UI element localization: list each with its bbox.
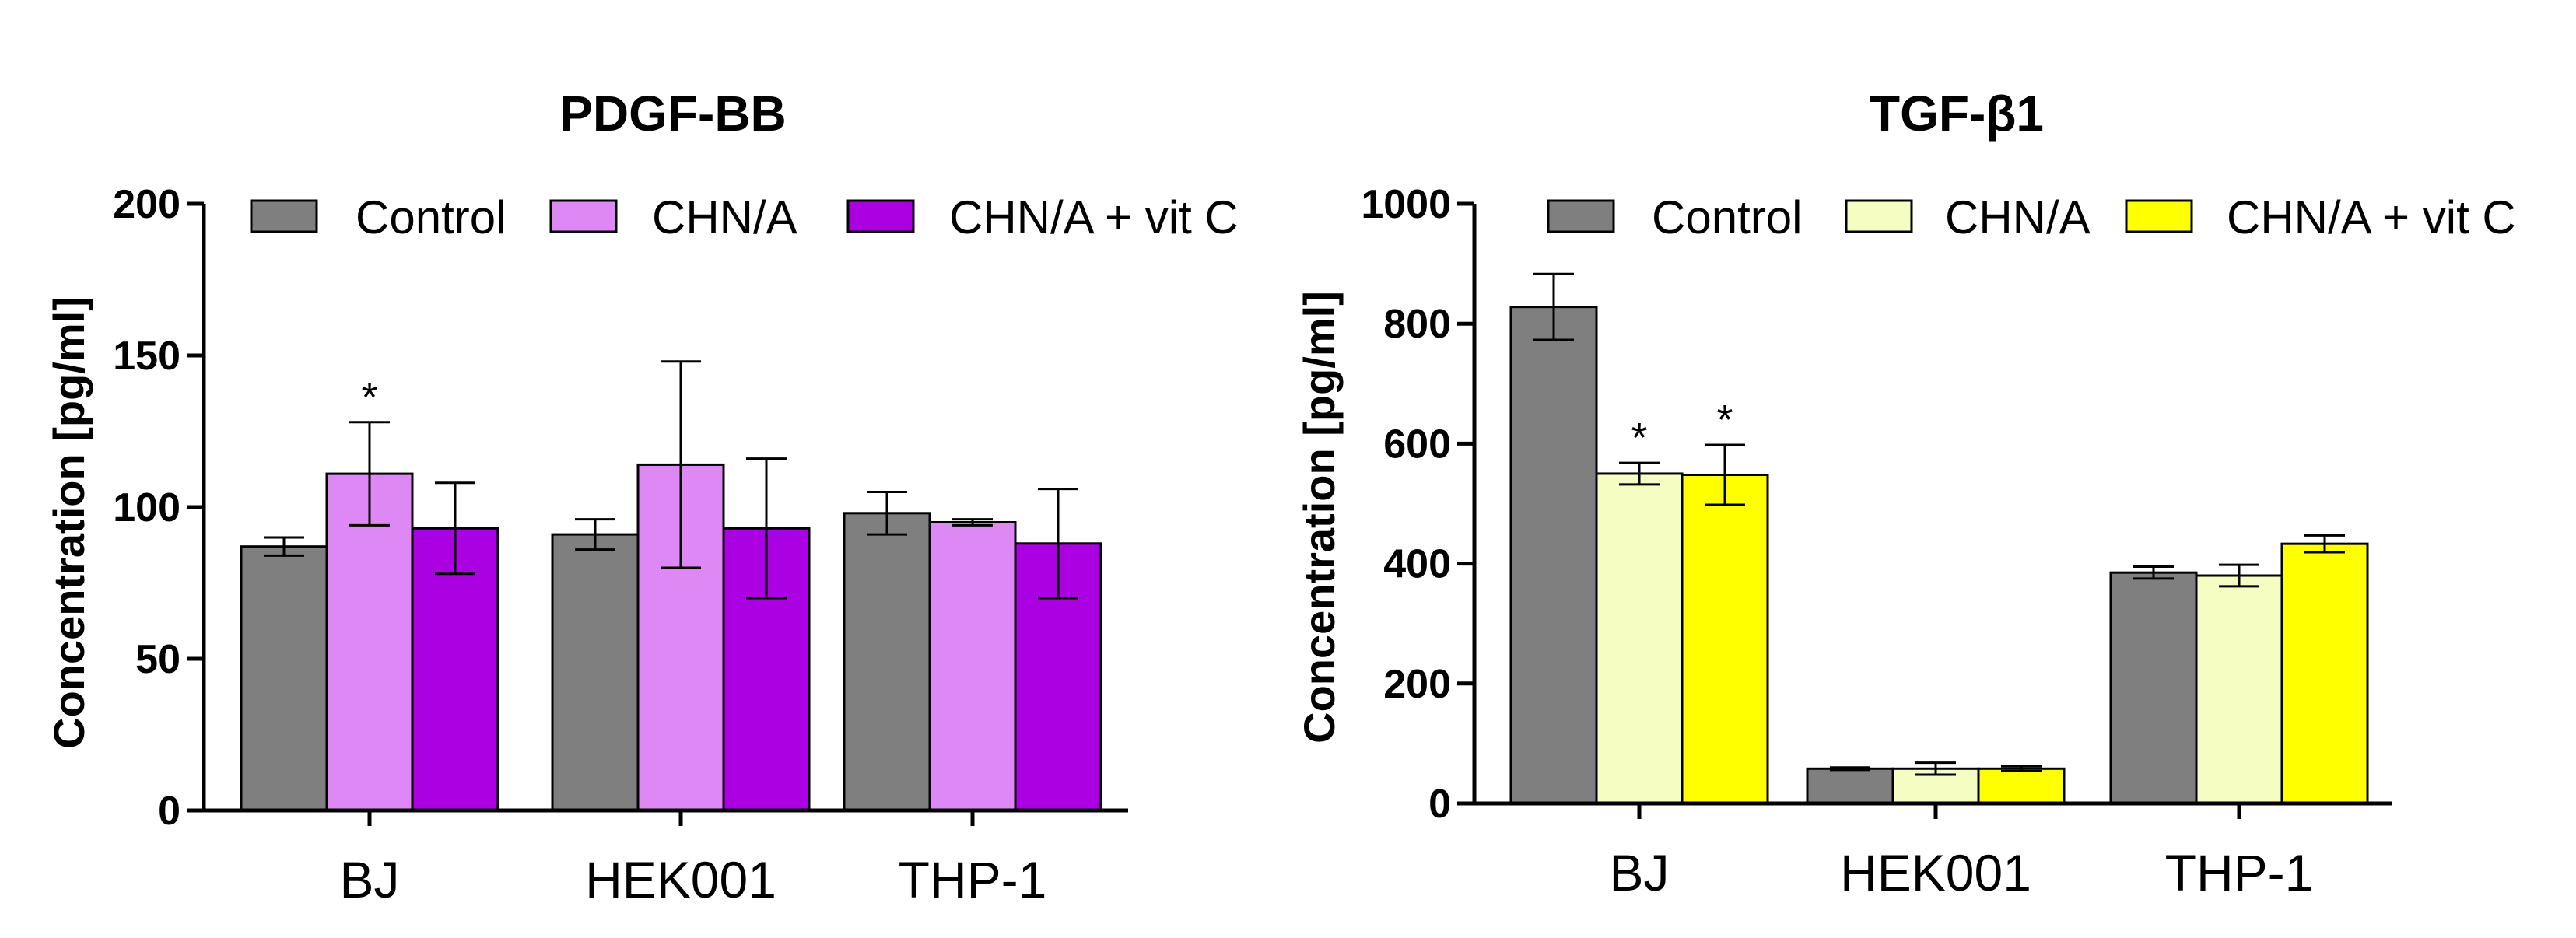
y-tick-label: 600 bbox=[1383, 422, 1451, 467]
significance-marker: * bbox=[361, 374, 377, 421]
bar-control-thp-1 bbox=[2109, 571, 2198, 805]
bar-chn-a-thp-1 bbox=[928, 521, 1017, 812]
x-tick-label-hek001: HEK001 bbox=[1840, 844, 2031, 901]
bar-chn-a-vit-c-bj bbox=[1681, 473, 1769, 805]
legend-label-chn-a: CHN/A bbox=[652, 191, 797, 243]
bar-chn-a-vit-c-thp-1 bbox=[2280, 542, 2369, 805]
chart-title: TGF-β1 bbox=[1870, 86, 2044, 142]
bar-control-thp-1 bbox=[843, 512, 931, 812]
y-axis-label: Concentration [pg/ml] bbox=[1295, 291, 1344, 744]
significance-marker: * bbox=[1716, 397, 1733, 443]
legend: Control CHN/A CHN/A + vit C bbox=[1547, 191, 2516, 243]
chart-title: PDGF-BB bbox=[559, 86, 787, 142]
x-tick-label-bj: BJ bbox=[1609, 844, 1669, 901]
legend-label-chn-a: CHN/A bbox=[1945, 191, 2091, 243]
y-tick-label: 800 bbox=[1383, 302, 1451, 347]
x-tick-label-thp-1: THP-1 bbox=[2165, 844, 2314, 901]
bar-control-bj bbox=[1509, 306, 1598, 805]
y-tick-label: 400 bbox=[1383, 542, 1451, 587]
chart-marks: 0 50 100 150 200 BJ HEK001 THP-1 * bbox=[113, 182, 1128, 908]
legend-swatch-chn-a-vit-c bbox=[2125, 199, 2193, 233]
bar-control-hek001 bbox=[551, 533, 640, 812]
legend-swatch-chn-a-vit-c bbox=[846, 199, 915, 233]
y-tick-label: 150 bbox=[113, 334, 180, 379]
y-axis-label: Concentration [pg/ml] bbox=[44, 296, 93, 749]
y-tick-label: 100 bbox=[113, 485, 180, 530]
y-tick-label: 200 bbox=[113, 182, 180, 227]
bar-control-bj bbox=[240, 545, 328, 812]
y-tick-label: 0 bbox=[1428, 782, 1451, 827]
x-tick-label-hek001: HEK001 bbox=[585, 851, 776, 908]
legend-swatch-control bbox=[250, 199, 318, 233]
y-tick-label: 200 bbox=[1383, 662, 1451, 707]
bar-chn-a-vit-c-hek001 bbox=[1977, 767, 2066, 805]
pdgf-bb-chart: PDGF-BB Concentration [pg/ml] Control CH… bbox=[44, 86, 1239, 908]
x-tick-label-bj: BJ bbox=[339, 851, 399, 908]
legend-label-chn-a-vit-c: CHN/A + vit C bbox=[949, 191, 1239, 243]
y-tick-label: 50 bbox=[135, 637, 180, 682]
legend-swatch-chn-a bbox=[1845, 199, 1913, 233]
legend-label-control: Control bbox=[356, 191, 506, 243]
bar-control-hek001 bbox=[1806, 767, 1894, 805]
chart-marks: 0 200 400 600 800 1000 BJ HEK001 THP-1 * * bbox=[1361, 182, 2392, 901]
legend: Control CHN/A CHN/A + vit C bbox=[250, 191, 1239, 243]
legend-swatch-chn-a bbox=[549, 199, 618, 233]
bar-chn-a-bj bbox=[1595, 472, 1684, 805]
bar-chn-a-thp-1 bbox=[2195, 574, 2283, 805]
legend-label-control: Control bbox=[1652, 191, 1802, 243]
tgf-b1-chart: TGF-β1 Concentration [pg/ml] Control CHN… bbox=[1295, 86, 2516, 901]
significance-marker: * bbox=[1631, 415, 1647, 461]
y-tick-label: 0 bbox=[158, 789, 180, 834]
legend-label-chn-a-vit-c: CHN/A + vit C bbox=[2227, 191, 2516, 243]
x-tick-label-thp-1: THP-1 bbox=[899, 851, 1047, 908]
legend-swatch-control bbox=[1547, 199, 1615, 233]
y-tick-label: 1000 bbox=[1361, 182, 1451, 227]
